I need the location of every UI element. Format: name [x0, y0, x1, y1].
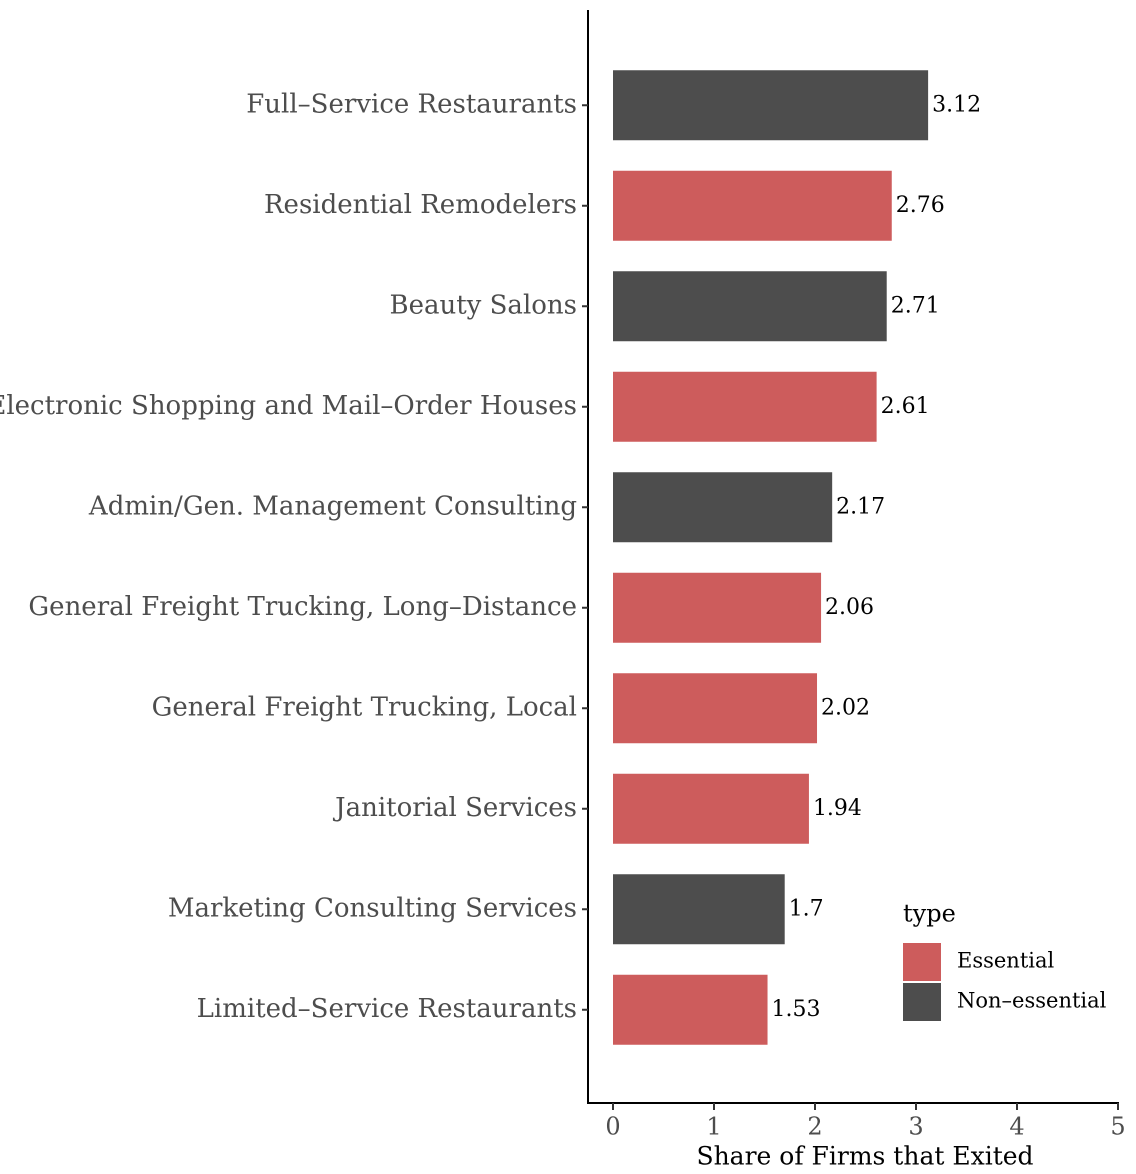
bar	[613, 472, 833, 543]
y-tick-label: Electronic Shopping and Mail–Order House…	[0, 391, 577, 421]
bar	[613, 974, 768, 1045]
value-label: 2.61	[881, 394, 930, 419]
bar	[613, 673, 818, 744]
y-tick-label: General Freight Trucking, Long–Distance	[28, 592, 577, 622]
bar	[613, 70, 929, 141]
x-axis-title: Share of Firms that Exited	[696, 1142, 1033, 1171]
y-tick-label: Marketing Consulting Services	[168, 893, 577, 923]
value-label: 2.76	[896, 193, 945, 218]
x-tick-label: 3	[908, 1113, 923, 1141]
legend-title: type	[903, 900, 956, 928]
value-label: 1.53	[772, 997, 821, 1022]
bar	[613, 271, 887, 342]
y-tick-label: Janitorial Services	[332, 793, 577, 823]
y-tick-label: General Freight Trucking, Local	[152, 692, 577, 722]
bar	[613, 170, 892, 241]
value-label: 2.06	[825, 595, 874, 620]
bar	[613, 371, 877, 442]
x-tick-label: 1	[706, 1113, 721, 1141]
value-label: 1.94	[813, 796, 862, 821]
y-tick-label: Beauty Salons	[389, 290, 577, 320]
x-tick-label: 2	[807, 1113, 822, 1141]
x-tick-label: 4	[1009, 1113, 1024, 1141]
x-tick-label: 0	[605, 1113, 620, 1141]
value-label: 2.02	[821, 695, 870, 720]
value-label: 3.12	[932, 92, 981, 117]
y-tick-label: Admin/Gen. Management Consulting	[88, 491, 577, 521]
bar	[613, 572, 822, 643]
legend-key	[903, 983, 941, 1021]
legend-key	[903, 943, 941, 981]
legend-label: Essential	[957, 949, 1055, 973]
y-tick-label: Full–Service Restaurants	[246, 89, 577, 119]
legend-label: Non–essential	[957, 989, 1107, 1013]
x-tick-label: 5	[1110, 1113, 1125, 1141]
y-tick-label: Limited–Service Restaurants	[197, 994, 577, 1024]
value-label: 2.17	[836, 494, 885, 519]
y-tick-label: Residential Remodelers	[264, 190, 577, 220]
bar	[613, 874, 785, 945]
bar	[613, 773, 809, 844]
value-label: 1.7	[789, 896, 824, 921]
value-label: 2.71	[891, 293, 940, 318]
